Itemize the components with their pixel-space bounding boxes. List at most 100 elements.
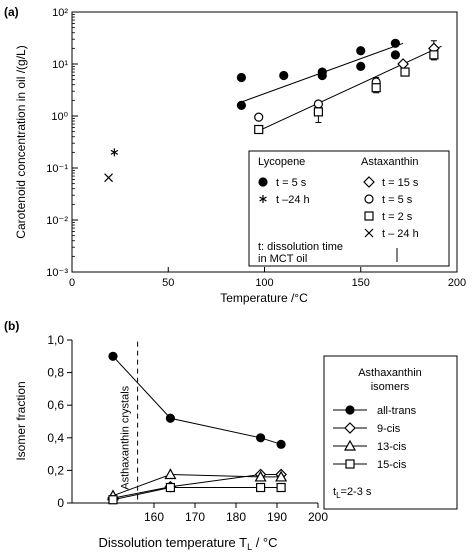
data-point bbox=[108, 495, 118, 505]
data-point bbox=[276, 439, 286, 449]
data-point bbox=[371, 83, 381, 93]
legend-marker bbox=[364, 228, 374, 238]
panel-a-y-axis-title: Carotenoid concentration in oil /(g/L) bbox=[14, 45, 28, 238]
legend-marker bbox=[345, 405, 355, 415]
data-point bbox=[313, 99, 323, 109]
data-point bbox=[164, 468, 177, 480]
panel-a-x-axis-title: Temperature /°C bbox=[220, 291, 308, 305]
panel-a-legend: Lycopene Astaxanthin t = 5 s t –24 h t = 1… bbox=[248, 150, 450, 267]
y-tick-label: 10⁻¹ bbox=[46, 163, 68, 175]
panel-b-y-ticks: 0 0,2 0,4 0,6 0,8 1,0 bbox=[47, 333, 72, 510]
data-point bbox=[390, 50, 400, 60]
panel-a-label: (a) bbox=[4, 5, 19, 19]
legend-item-label: t = 2 s bbox=[382, 211, 413, 223]
series-line bbox=[112, 355, 282, 445]
data-point bbox=[313, 107, 323, 117]
x-tick-label: 50 bbox=[162, 277, 174, 289]
legend-marker bbox=[345, 459, 355, 469]
data-point bbox=[108, 351, 118, 361]
x-tick-label: 0 bbox=[69, 277, 75, 289]
legend-a-note-line-2: in MCT oil bbox=[258, 253, 307, 265]
data-point bbox=[356, 61, 366, 71]
trend-line bbox=[254, 45, 442, 134]
legend-item-label: t = 5 s bbox=[276, 177, 307, 189]
data-point bbox=[165, 482, 175, 493]
data-point bbox=[276, 482, 286, 493]
data-point bbox=[110, 148, 119, 157]
y-tick-label: 0,2 bbox=[47, 463, 64, 477]
data-point bbox=[429, 50, 439, 60]
data-point bbox=[236, 72, 246, 83]
legend-a-note-line-1: t: dissolution time bbox=[258, 241, 343, 253]
series-line bbox=[112, 473, 282, 497]
panel-b-y-axis-title: Isomer fraction bbox=[14, 381, 28, 460]
legend-a-group-astaxanthin-title: Astaxanthin bbox=[361, 156, 418, 168]
x-tick-label: 180 bbox=[226, 510, 246, 524]
x-tick-label: 190 bbox=[267, 510, 287, 524]
x-tick-label: 100 bbox=[255, 277, 273, 289]
legend-marker bbox=[364, 194, 374, 204]
legend-item-label: t = 5 s bbox=[382, 194, 413, 206]
data-point bbox=[165, 413, 175, 423]
y-tick-label: 10⁻² bbox=[46, 215, 68, 227]
legend-marker bbox=[364, 211, 374, 221]
y-tick-label: 10⁻³ bbox=[46, 267, 68, 279]
legend-marker bbox=[363, 176, 375, 188]
panel-b-data-points bbox=[106, 351, 288, 505]
data-point bbox=[279, 70, 289, 81]
y-tick-label: 10¹ bbox=[52, 59, 68, 71]
panel-a-legend-box bbox=[248, 150, 450, 267]
legend-b-time-note: tL=2-3 s bbox=[333, 486, 372, 500]
data-point bbox=[275, 470, 288, 482]
x-tick-label: 200 bbox=[448, 277, 466, 289]
panel-b-label: (b) bbox=[4, 319, 19, 333]
data-point bbox=[256, 433, 266, 443]
panel-b-x-axis-title: Dissolution temperature TL / °C bbox=[98, 535, 277, 552]
y-tick-label: 0,8 bbox=[47, 366, 64, 380]
y-tick-label: 10⁰ bbox=[51, 111, 68, 123]
legend-item-label: 9-cis bbox=[377, 423, 401, 435]
x-tick-label: 160 bbox=[144, 510, 164, 524]
legend-marker bbox=[343, 439, 357, 451]
y-tick-label: 10² bbox=[52, 7, 68, 19]
data-point bbox=[400, 67, 410, 77]
panel-a-trend-lines bbox=[239, 42, 442, 134]
legend-item-label: t –24 h bbox=[276, 194, 310, 206]
data-point bbox=[256, 482, 266, 493]
legend-marker bbox=[258, 177, 268, 187]
legend-marker bbox=[344, 422, 356, 434]
y-tick-label: 1,0 bbox=[47, 333, 64, 347]
panel-b-series-lines bbox=[112, 355, 282, 501]
panel-b-legend-box bbox=[323, 355, 458, 510]
legend-b-title-line-1: Asthaxanthin bbox=[358, 367, 422, 379]
legend-item-label: t – 24 h bbox=[382, 228, 419, 240]
x-tick-label: 200 bbox=[308, 510, 328, 524]
data-point bbox=[254, 124, 264, 135]
series-line bbox=[112, 487, 282, 501]
data-point bbox=[317, 67, 327, 77]
series-line bbox=[112, 473, 282, 499]
data-point bbox=[254, 470, 267, 482]
legend-a-group-lycopene-title: Lycopene bbox=[258, 156, 305, 168]
legend-item-label: t = 15 s bbox=[382, 177, 419, 189]
panel-b-crystals-annotation: Asthaxanthin crystals bbox=[120, 385, 132, 489]
legend-b-title-line-2: isomers bbox=[371, 381, 410, 393]
data-point bbox=[390, 38, 400, 48]
x-tick-label: 170 bbox=[185, 510, 205, 524]
y-tick-label: 0,4 bbox=[47, 431, 64, 445]
panel-b-legend: Asthaxanthin isomers all-trans 9-cis 13-ci… bbox=[323, 355, 458, 510]
panel-a-data-points bbox=[104, 38, 440, 183]
x-tick-label: 150 bbox=[352, 277, 370, 289]
data-point bbox=[254, 112, 264, 122]
panel-b-x-ticks: 160 170 180 190 200 bbox=[144, 503, 328, 524]
legend-item-label: 13-cis bbox=[377, 441, 407, 453]
y-tick-label: 0,6 bbox=[47, 398, 64, 412]
y-tick-label: 0 bbox=[57, 496, 64, 510]
data-point bbox=[104, 173, 113, 183]
legend-marker bbox=[259, 195, 267, 203]
panel-a-x-ticks: 0 50 100 150 200 bbox=[69, 267, 466, 289]
panel-a-y-ticks: 10⁻³ 10⁻² 10⁻¹ 10⁰ 10¹ 10² bbox=[46, 7, 78, 279]
data-point bbox=[356, 46, 366, 56]
legend-item-label: all-trans bbox=[377, 405, 417, 417]
